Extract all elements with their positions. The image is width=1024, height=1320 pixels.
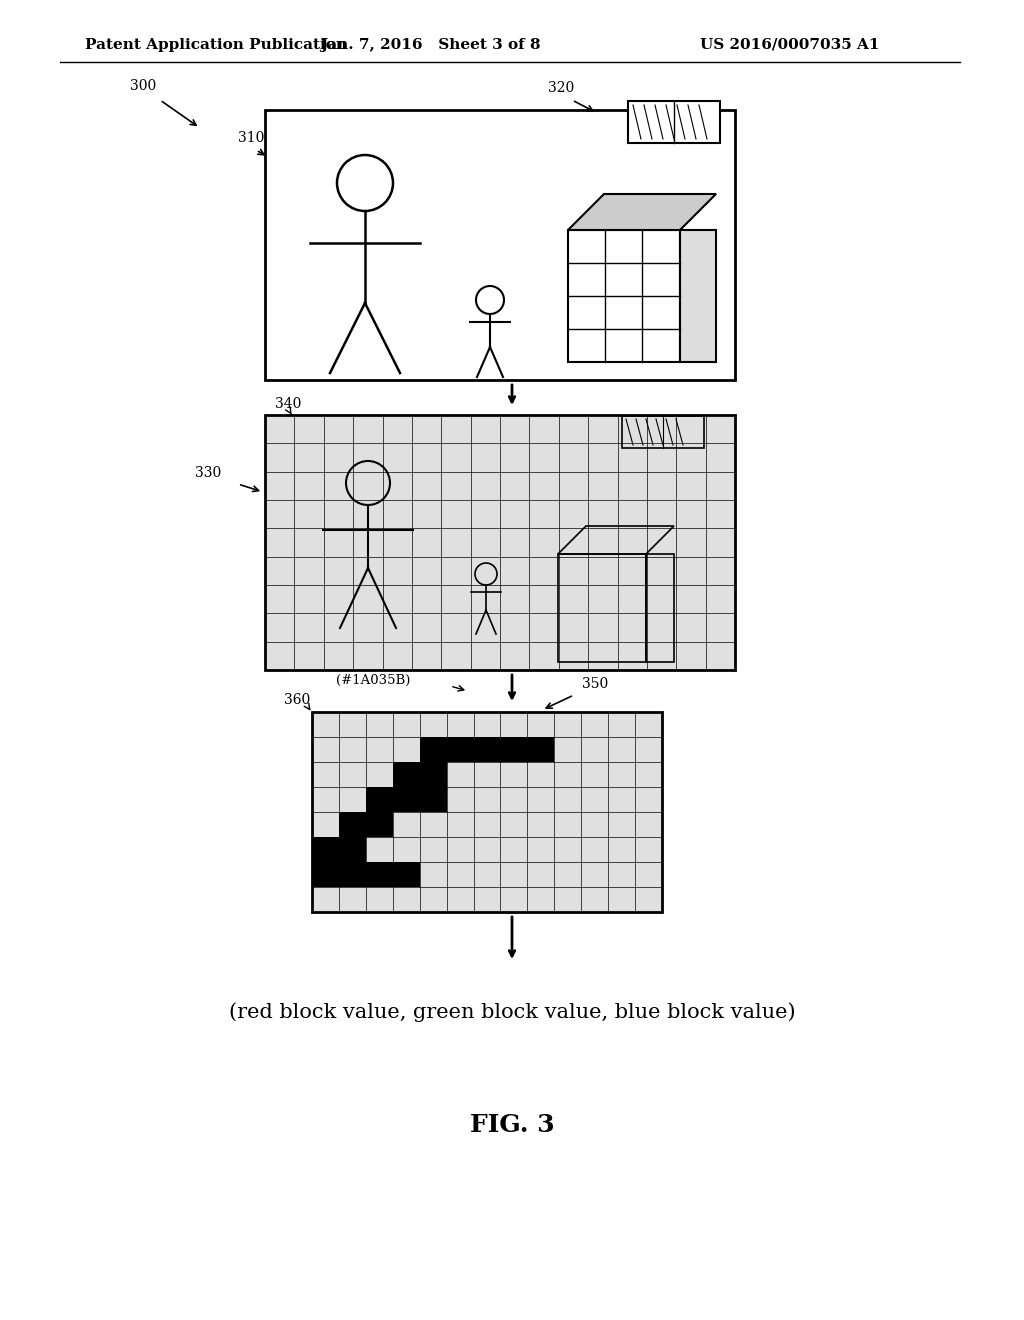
Text: 360: 360 bbox=[284, 693, 310, 708]
Bar bbox=[312, 837, 339, 862]
Bar bbox=[420, 762, 446, 787]
Text: Jan. 7, 2016   Sheet 3 of 8: Jan. 7, 2016 Sheet 3 of 8 bbox=[319, 38, 541, 51]
Bar bbox=[473, 737, 501, 762]
Bar bbox=[568, 230, 680, 362]
Bar bbox=[339, 837, 366, 862]
Text: 310: 310 bbox=[238, 131, 264, 145]
Text: 350: 350 bbox=[582, 677, 608, 690]
Bar bbox=[265, 414, 735, 671]
Text: US 2016/0007035 A1: US 2016/0007035 A1 bbox=[700, 38, 880, 51]
Bar bbox=[366, 812, 393, 837]
Bar bbox=[501, 737, 527, 762]
Bar bbox=[420, 787, 446, 812]
Text: 300: 300 bbox=[130, 79, 157, 92]
Bar bbox=[446, 737, 473, 762]
Text: 340: 340 bbox=[275, 397, 301, 411]
Bar bbox=[265, 414, 735, 671]
Bar bbox=[339, 812, 366, 837]
Bar bbox=[628, 102, 720, 143]
Bar bbox=[265, 110, 735, 380]
Text: (red block value, green block value, blue block value): (red block value, green block value, blu… bbox=[228, 1002, 796, 1022]
Polygon shape bbox=[568, 194, 716, 230]
Bar bbox=[420, 737, 446, 762]
Bar bbox=[312, 862, 339, 887]
Text: (#1A035B): (#1A035B) bbox=[336, 675, 411, 686]
Bar bbox=[393, 862, 420, 887]
Bar bbox=[527, 737, 554, 762]
Polygon shape bbox=[680, 230, 716, 362]
Bar bbox=[393, 787, 420, 812]
Bar bbox=[312, 711, 662, 912]
Bar bbox=[558, 554, 646, 663]
Bar bbox=[622, 416, 705, 447]
Bar bbox=[366, 862, 393, 887]
Text: FIG. 3: FIG. 3 bbox=[470, 1113, 554, 1137]
Bar bbox=[393, 762, 420, 787]
Bar bbox=[312, 711, 662, 912]
Bar bbox=[339, 862, 366, 887]
Bar bbox=[366, 787, 393, 812]
Text: 320: 320 bbox=[548, 81, 574, 95]
Text: Patent Application Publication: Patent Application Publication bbox=[85, 38, 347, 51]
Text: 330: 330 bbox=[195, 466, 221, 480]
